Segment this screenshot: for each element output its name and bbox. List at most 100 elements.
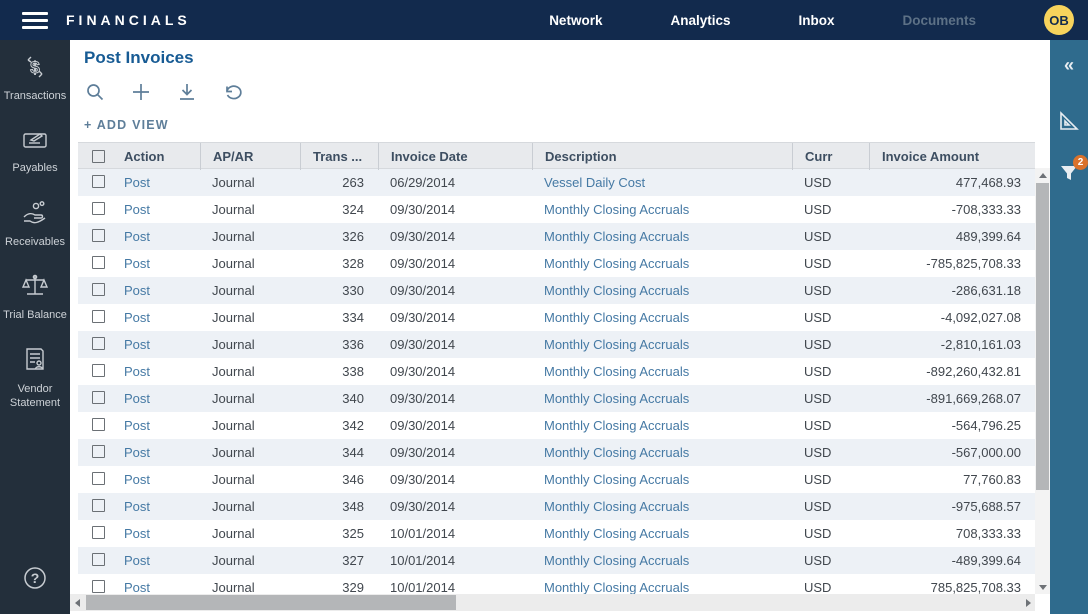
post-action-link[interactable]: Post	[124, 175, 151, 190]
post-action-link[interactable]: Post	[124, 445, 151, 460]
post-action-link[interactable]: Post	[124, 229, 151, 244]
add-view-button[interactable]: + ADD VIEW	[84, 118, 169, 132]
download-icon[interactable]	[176, 81, 198, 103]
table-row: Post Journal 344 09/30/2014 Monthly Clos…	[78, 439, 1035, 466]
filter-icon[interactable]: 2	[1056, 155, 1088, 186]
post-action-link[interactable]: Post	[124, 310, 151, 325]
description-link[interactable]: Monthly Closing Accruals	[544, 337, 690, 352]
description-link[interactable]: Monthly Closing Accruals	[544, 364, 690, 379]
select-all-checkbox[interactable]	[78, 143, 112, 170]
invoice-date-cell: 09/30/2014	[390, 310, 456, 325]
app-brand: FINANCIALS	[66, 12, 191, 28]
row-checkbox[interactable]	[78, 336, 112, 353]
column-header-description[interactable]: Description	[532, 143, 792, 170]
description-link[interactable]: Monthly Closing Accruals	[544, 283, 690, 298]
user-avatar[interactable]: OB	[1044, 5, 1074, 35]
scroll-left-arrow[interactable]	[70, 594, 84, 611]
description-link[interactable]: Monthly Closing Accruals	[544, 499, 690, 514]
description-link[interactable]: Monthly Closing Accruals	[544, 256, 690, 271]
description-link[interactable]: Monthly Closing Accruals	[544, 391, 690, 406]
scroll-up-arrow[interactable]	[1035, 168, 1050, 182]
invoice-date-cell: 09/30/2014	[390, 418, 456, 433]
payables-icon	[21, 128, 49, 157]
description-link[interactable]: Monthly Closing Accruals	[544, 418, 690, 433]
pointer-tool-icon[interactable]	[1056, 108, 1082, 134]
apar-cell: Journal	[212, 229, 255, 244]
post-action-link[interactable]: Post	[124, 499, 151, 514]
add-icon[interactable]	[130, 81, 152, 103]
description-link[interactable]: Monthly Closing Accruals	[544, 553, 690, 568]
column-header-action[interactable]: Action	[124, 149, 165, 164]
row-checkbox[interactable]	[78, 417, 112, 434]
description-link[interactable]: Vessel Daily Cost	[544, 175, 646, 190]
row-checkbox[interactable]	[78, 228, 112, 245]
sidebar-item-label: Transactions	[3, 90, 67, 102]
post-action-link[interactable]: Post	[124, 337, 151, 352]
nav-item-analytics[interactable]: Analytics	[670, 12, 731, 28]
sidebar-item-transactions[interactable]: $ Transactions	[0, 54, 70, 104]
post-action-link[interactable]: Post	[124, 391, 151, 406]
column-header-trans[interactable]: Trans ...	[300, 143, 378, 170]
column-header-invoice-date[interactable]: Invoice Date	[378, 143, 532, 170]
curr-cell: USD	[804, 580, 832, 595]
post-action-link[interactable]: Post	[124, 580, 151, 595]
row-checkbox[interactable]	[78, 174, 112, 191]
undo-icon[interactable]	[222, 81, 244, 103]
column-header-curr[interactable]: Curr	[792, 143, 869, 170]
row-checkbox[interactable]	[78, 525, 112, 542]
post-action-link[interactable]: Post	[124, 418, 151, 433]
invoice-amount-cell: -4,092,027.08	[940, 310, 1021, 325]
description-link[interactable]: Monthly Closing Accruals	[544, 202, 690, 217]
post-action-link[interactable]: Post	[124, 202, 151, 217]
post-action-link[interactable]: Post	[124, 526, 151, 541]
horizontal-scrollbar-thumb[interactable]	[86, 595, 456, 610]
svg-text:$: $	[30, 58, 40, 77]
horizontal-scrollbar[interactable]	[70, 594, 1035, 611]
row-checkbox[interactable]	[78, 498, 112, 515]
post-action-link[interactable]: Post	[124, 283, 151, 298]
nav-item-inbox[interactable]: Inbox	[798, 12, 835, 28]
row-checkbox[interactable]	[78, 471, 112, 488]
scroll-right-arrow[interactable]	[1021, 594, 1035, 611]
nav-item-documents[interactable]: Documents	[902, 12, 976, 28]
row-checkbox[interactable]	[78, 201, 112, 218]
sidebar-item-vendor-statement[interactable]: Vendor Statement	[0, 347, 70, 411]
post-action-link[interactable]: Post	[124, 472, 151, 487]
post-action-link[interactable]: Post	[124, 256, 151, 271]
sidebar-item-trial-balance[interactable]: Trial Balance	[0, 273, 70, 323]
description-link[interactable]: Monthly Closing Accruals	[544, 526, 690, 541]
row-checkbox[interactable]	[78, 255, 112, 272]
description-link[interactable]: Monthly Closing Accruals	[544, 310, 690, 325]
sidebar-item-payables[interactable]: Payables	[0, 128, 70, 176]
collapse-panel-icon[interactable]: «	[1063, 55, 1074, 75]
hamburger-menu-icon[interactable]	[22, 11, 48, 29]
left-sidebar: $ Transactions Payables	[0, 40, 70, 614]
row-checkbox[interactable]	[78, 363, 112, 380]
column-header-apar[interactable]: AP/AR	[200, 143, 300, 170]
description-link[interactable]: Monthly Closing Accruals	[544, 445, 690, 460]
help-icon[interactable]: ?	[22, 565, 48, 596]
column-header-invoice-amount[interactable]: Invoice Amount	[869, 143, 1035, 170]
description-link[interactable]: Monthly Closing Accruals	[544, 229, 690, 244]
nav-item-network[interactable]: Network	[549, 12, 603, 28]
row-checkbox[interactable]	[78, 390, 112, 407]
table-row: Post Journal 327 10/01/2014 Monthly Clos…	[78, 547, 1035, 574]
search-icon[interactable]	[84, 81, 106, 103]
description-link[interactable]: Monthly Closing Accruals	[544, 580, 690, 595]
scroll-down-arrow[interactable]	[1035, 580, 1050, 594]
apar-cell: Journal	[212, 337, 255, 352]
vertical-scrollbar-thumb[interactable]	[1036, 183, 1049, 490]
sidebar-item-receivables[interactable]: Receivables	[0, 200, 70, 250]
description-link[interactable]: Monthly Closing Accruals	[544, 472, 690, 487]
vertical-scrollbar[interactable]	[1035, 168, 1050, 594]
row-checkbox[interactable]	[78, 309, 112, 326]
post-action-link[interactable]: Post	[124, 364, 151, 379]
curr-cell: USD	[804, 364, 832, 379]
post-action-link[interactable]: Post	[124, 553, 151, 568]
row-checkbox[interactable]	[78, 282, 112, 299]
row-checkbox[interactable]	[78, 579, 112, 596]
main-content: Post Invoices + ADD VIEW Action AP/AR Tr…	[70, 40, 1050, 614]
invoice-date-cell: 09/30/2014	[390, 364, 456, 379]
row-checkbox[interactable]	[78, 444, 112, 461]
row-checkbox[interactable]	[78, 552, 112, 569]
